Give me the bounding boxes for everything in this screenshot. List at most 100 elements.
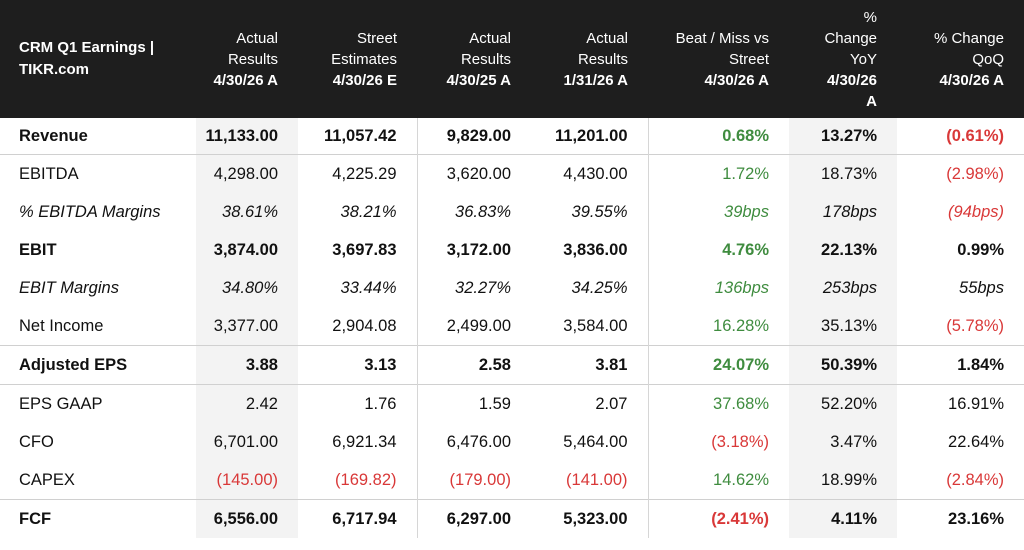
col-header-date: 4/30/26 E bbox=[332, 71, 397, 89]
cell-estimate: 6,921.34 bbox=[332, 432, 397, 451]
cell-yoy: 13.27% bbox=[789, 118, 897, 155]
row-label: EBIT Margins bbox=[19, 278, 119, 297]
cell-beat-miss: 1.72% bbox=[647, 154, 789, 193]
cell-yoy: 22.13% bbox=[789, 231, 897, 269]
cell-yoy: 3.47% bbox=[789, 423, 897, 461]
cell-actual: 6,556.00 bbox=[196, 499, 298, 538]
cell-prior-quarter: 3,836.00 bbox=[563, 240, 628, 259]
cell-prior-year: 3,620.00 bbox=[416, 154, 531, 193]
col-header-line: Results bbox=[460, 50, 511, 68]
row-label: EPS GAAP bbox=[0, 384, 196, 423]
col-header-date: 4/30/26 A bbox=[213, 71, 279, 89]
col-header-line: Change bbox=[824, 29, 877, 47]
cell-beat-miss: 14.62% bbox=[647, 461, 789, 500]
cell-actual: 3.88 bbox=[196, 345, 298, 385]
col-header-line: Beat / Miss vs bbox=[675, 29, 769, 47]
title-line-1: CRM Q1 Earnings | bbox=[19, 39, 155, 56]
cell-actual: 3,874.00 bbox=[196, 231, 298, 269]
cell-qoq: 23.16% bbox=[897, 499, 1024, 538]
cell-qoq: 22.64% bbox=[948, 432, 1004, 451]
col-header-date: A bbox=[866, 92, 877, 110]
row-label: EBIT bbox=[19, 240, 57, 259]
cell-beat-miss: 4.76% bbox=[647, 231, 789, 269]
table-row-ebit: EBIT 3,874.00 3,697.83 3,172.00 3,836.00… bbox=[0, 231, 1024, 269]
cell-actual: 34.80% bbox=[196, 269, 298, 307]
table-row-fcf: FCF 6,556.00 6,717.94 6,297.00 5,323.00 … bbox=[0, 499, 1024, 538]
row-label: CFO bbox=[19, 432, 54, 451]
col-header-line: YoY bbox=[850, 50, 877, 68]
cell-qoq: 0.99% bbox=[957, 240, 1004, 259]
row-label: FCF bbox=[0, 499, 196, 538]
table-row-cfo: CFO 6,701.00 6,921.34 6,476.00 5,464.00 … bbox=[0, 423, 1024, 461]
col-header-line: Estimates bbox=[331, 50, 397, 68]
col-header-line: Street bbox=[356, 29, 397, 47]
cell-estimate: 38.21% bbox=[340, 202, 397, 221]
cell-qoq: (2.84%) bbox=[946, 470, 1004, 489]
cell-prior-year: 6,297.00 bbox=[416, 499, 531, 538]
row-label: Adjusted EPS bbox=[0, 345, 196, 385]
col-header-date: 1/31/26 A bbox=[563, 71, 629, 89]
cell-prior-quarter: (141.00) bbox=[566, 470, 628, 489]
cell-prior-quarter: 2.07 bbox=[531, 384, 648, 423]
cell-actual: 11,133.00 bbox=[196, 118, 298, 155]
cell-prior-quarter: 11,201.00 bbox=[555, 126, 628, 145]
cell-qoq: (94bps) bbox=[948, 202, 1004, 221]
cell-prior-year: 2,499.00 bbox=[416, 307, 531, 346]
col-header-change-qoq: % Change QoQ 4/30/26 A bbox=[897, 0, 1024, 118]
cell-yoy: 50.39% bbox=[789, 345, 897, 385]
cell-prior-quarter: 3,584.00 bbox=[563, 316, 628, 335]
cell-estimate: 11,057.42 bbox=[324, 126, 397, 145]
cell-prior-quarter: 5,323.00 bbox=[531, 499, 648, 538]
col-header-line: % Change bbox=[933, 29, 1004, 47]
cell-beat-miss: 37.68% bbox=[647, 384, 789, 423]
cell-prior-quarter: 5,464.00 bbox=[563, 432, 628, 451]
cell-estimate: 3,697.83 bbox=[332, 240, 397, 259]
col-header-beat-miss: Beat / Miss vs Street 4/30/26 A bbox=[648, 0, 789, 118]
col-header-line: Actual bbox=[469, 29, 511, 47]
table-title: CRM Q1 Earnings | TIKR.com bbox=[0, 0, 196, 118]
cell-estimate: 1.76 bbox=[298, 384, 417, 423]
cell-actual: (145.00) bbox=[196, 461, 298, 500]
header-row: CRM Q1 Earnings | TIKR.com Actual Result… bbox=[0, 0, 1024, 118]
cell-actual: 4,298.00 bbox=[196, 154, 298, 193]
cell-prior-quarter: 4,430.00 bbox=[531, 154, 648, 193]
col-header-line: Results bbox=[577, 50, 628, 68]
col-header-line: Actual bbox=[586, 29, 628, 47]
cell-prior-year: (179.00) bbox=[416, 461, 531, 500]
cell-prior-year: 3,172.00 bbox=[416, 231, 531, 269]
cell-prior-quarter: 3.81 bbox=[531, 345, 648, 385]
cell-qoq: (0.61%) bbox=[946, 126, 1004, 145]
row-label: Net Income bbox=[19, 316, 104, 335]
cell-yoy: 52.20% bbox=[789, 384, 897, 423]
cell-yoy: 178bps bbox=[789, 193, 897, 231]
col-header-line: Actual bbox=[236, 29, 278, 47]
cell-prior-quarter: 39.55% bbox=[571, 202, 628, 221]
cell-prior-year: 36.83% bbox=[416, 193, 531, 231]
cell-actual: 6,701.00 bbox=[196, 423, 298, 461]
cell-qoq: 55bps bbox=[959, 278, 1004, 297]
cell-prior-year: 2.58 bbox=[416, 345, 531, 385]
cell-estimate: 6,717.94 bbox=[298, 499, 417, 538]
col-header-actual-q1-26: Actual Results 4/30/26 A bbox=[196, 0, 298, 118]
col-header-actual-q1-25: Actual Results 4/30/25 A bbox=[417, 0, 531, 118]
cell-qoq: 1.84% bbox=[897, 345, 1024, 385]
row-label: CAPEX bbox=[19, 470, 75, 489]
cell-actual: 3,377.00 bbox=[196, 307, 298, 346]
col-header-date: 4/30/25 A bbox=[446, 71, 512, 89]
cell-prior-year: 9,829.00 bbox=[416, 118, 531, 155]
col-header-date: 4/30/26 bbox=[826, 71, 877, 89]
cell-beat-miss: 0.68% bbox=[647, 118, 789, 155]
cell-estimate: 4,225.29 bbox=[298, 154, 417, 193]
table-row-capex: CAPEX (145.00) (169.82) (179.00) (141.00… bbox=[0, 461, 1024, 500]
table-row-net-income: Net Income 3,377.00 2,904.08 2,499.00 3,… bbox=[0, 307, 1024, 346]
cell-prior-year: 1.59 bbox=[416, 384, 531, 423]
row-label: Revenue bbox=[19, 126, 88, 145]
cell-yoy: 18.73% bbox=[789, 154, 897, 193]
cell-prior-year: 6,476.00 bbox=[416, 423, 531, 461]
cell-yoy: 253bps bbox=[789, 269, 897, 307]
cell-estimate: 3.13 bbox=[298, 345, 417, 385]
col-header-line: QoQ bbox=[972, 50, 1004, 68]
cell-qoq: (2.98%) bbox=[897, 154, 1024, 193]
cell-actual: 2.42 bbox=[196, 384, 298, 423]
row-label: % EBITDA Margins bbox=[19, 202, 161, 221]
